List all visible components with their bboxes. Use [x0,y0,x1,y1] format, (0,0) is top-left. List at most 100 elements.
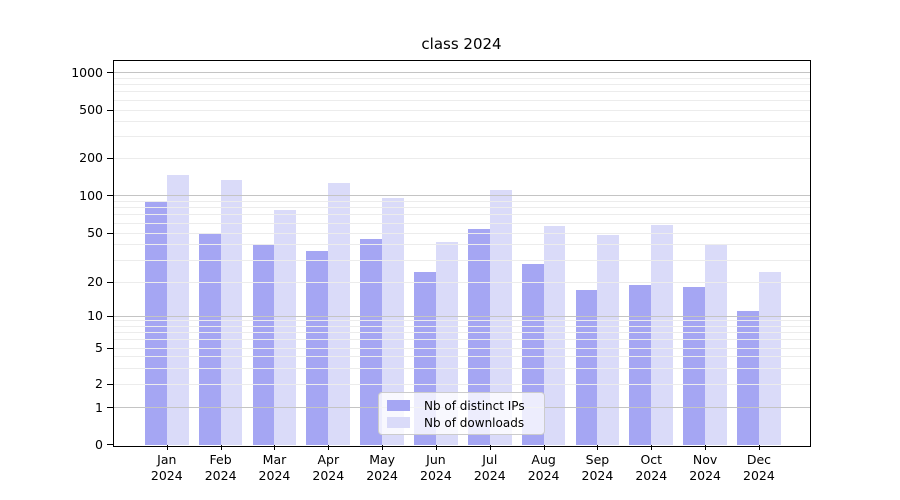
gridline-900 [113,77,810,79]
gridline-5 [113,347,810,349]
gridline-100 [113,195,810,196]
x-tick-label-aug: Aug 2024 [527,452,560,483]
x-tick-mar [274,445,276,450]
bar-downloads-oct [651,224,674,445]
x-tick-label-jul: Jul 2024 [473,452,506,483]
y-tick-label-2: 2 [95,376,103,391]
gridline-800 [113,84,810,86]
gridline-3 [113,367,810,369]
x-tick-jun [435,445,437,450]
y-tick-label-0: 0 [95,436,103,452]
x-tick-aug [543,445,545,450]
gridline-700 [113,91,810,93]
gridline-500 [113,109,810,111]
bar-downloads-sep [597,235,620,445]
x-tick-label-nov: Nov 2024 [689,452,721,483]
gridline-90 [113,200,810,202]
legend-item-distinct-ips: Nb of distinct IPs [387,397,544,414]
x-tick-nov [705,445,707,450]
y-tick-100 [107,195,113,196]
x-tick-label-jun: Jun 2024 [420,452,452,483]
gridline-200 [113,157,810,159]
gridline-60 [113,222,810,224]
y-tick-20 [107,281,113,283]
bar-distinct-ips-may [360,238,383,445]
x-tick-jan [166,445,168,450]
y-tick-0 [107,444,113,445]
bar-distinct-ips-mar [252,244,275,445]
bar-distinct-ips-nov [683,287,706,445]
gridline-1000 [113,72,810,73]
y-tick-10 [107,315,113,317]
bar-distinct-ips-oct [629,284,652,445]
bar-downloads-apr [328,183,351,445]
x-tick-dec [758,445,760,450]
bar-downloads-nov [705,243,727,445]
y-tick-5 [107,347,113,349]
y-tick-label-10: 10 [87,308,103,323]
y-tick-label-50: 50 [87,225,103,240]
gridline-2 [113,383,810,385]
gridline-80 [113,207,810,209]
x-tick-label-mar: Mar 2024 [258,452,291,483]
y-tick-2 [107,383,113,385]
x-tick-label-jan: Jan 2024 [150,452,183,483]
legend: Nb of distinct IPs Nb of downloads [378,392,545,435]
bar-downloads-dec [758,272,781,445]
y-tick-label-100: 100 [79,187,103,203]
gridline-10 [113,315,810,317]
x-tick-sep [597,445,599,450]
gridline-20 [113,281,810,283]
x-tick-jul [489,445,491,450]
x-tick-oct [651,445,653,450]
y-tick-label-20: 20 [87,274,103,289]
x-tick-label-oct: Oct 2024 [635,452,668,483]
y-tick-1 [107,407,113,408]
gridline-8 [113,325,810,327]
legend-swatch-downloads [387,417,410,428]
gridline-4 [113,356,810,358]
chart-title: class 2024 [421,35,502,53]
bar-distinct-ips-jul [467,228,490,445]
gridline-400 [113,121,810,123]
gridline-600 [113,99,810,101]
bar-distinct-ips-jan [145,202,167,445]
bar-distinct-ips-dec [737,311,759,445]
x-tick-label-dec: Dec 2024 [743,452,775,483]
y-tick-500 [107,109,113,111]
gridline-40 [113,244,810,246]
y-tick-label-500: 500 [79,102,103,117]
y-tick-200 [107,157,113,159]
bar-downloads-mar [274,209,297,445]
x-tick-label-sep: Sep 2024 [581,452,614,483]
gridline-70 [113,214,810,216]
gridline-30 [113,259,810,261]
bar-downloads-jul [489,190,512,445]
gridline-50 [113,232,810,234]
y-tick-label-5: 5 [95,340,103,355]
x-tick-label-feb: Feb 2024 [204,452,237,483]
y-tick-label-1000: 1000 [71,64,103,80]
x-tick-label-apr: Apr 2024 [312,452,345,483]
bar-downloads-jan [166,175,189,445]
legend-label-downloads: Nb of downloads [424,415,525,430]
y-tick-50 [107,232,113,234]
legend-item-downloads: Nb of downloads [387,414,544,431]
gridline-7 [113,331,810,333]
x-tick-apr [328,445,330,450]
bar-downloads-feb [220,180,243,445]
y-tick-1000 [107,72,113,73]
gridline-300 [113,136,810,138]
bar-distinct-ips-feb [198,233,221,445]
bar-downloads-aug [543,225,566,445]
x-tick-feb [220,445,222,450]
bar-distinct-ips-sep [575,289,598,445]
legend-swatch-distinct-ips [387,400,410,411]
gridline-9 [113,320,810,322]
x-tick-may [382,445,384,450]
gridline-6 [113,339,810,341]
legend-label-distinct-ips: Nb of distinct IPs [424,398,525,413]
x-tick-label-may: May 2024 [366,452,399,483]
y-tick-label-200: 200 [79,150,103,165]
